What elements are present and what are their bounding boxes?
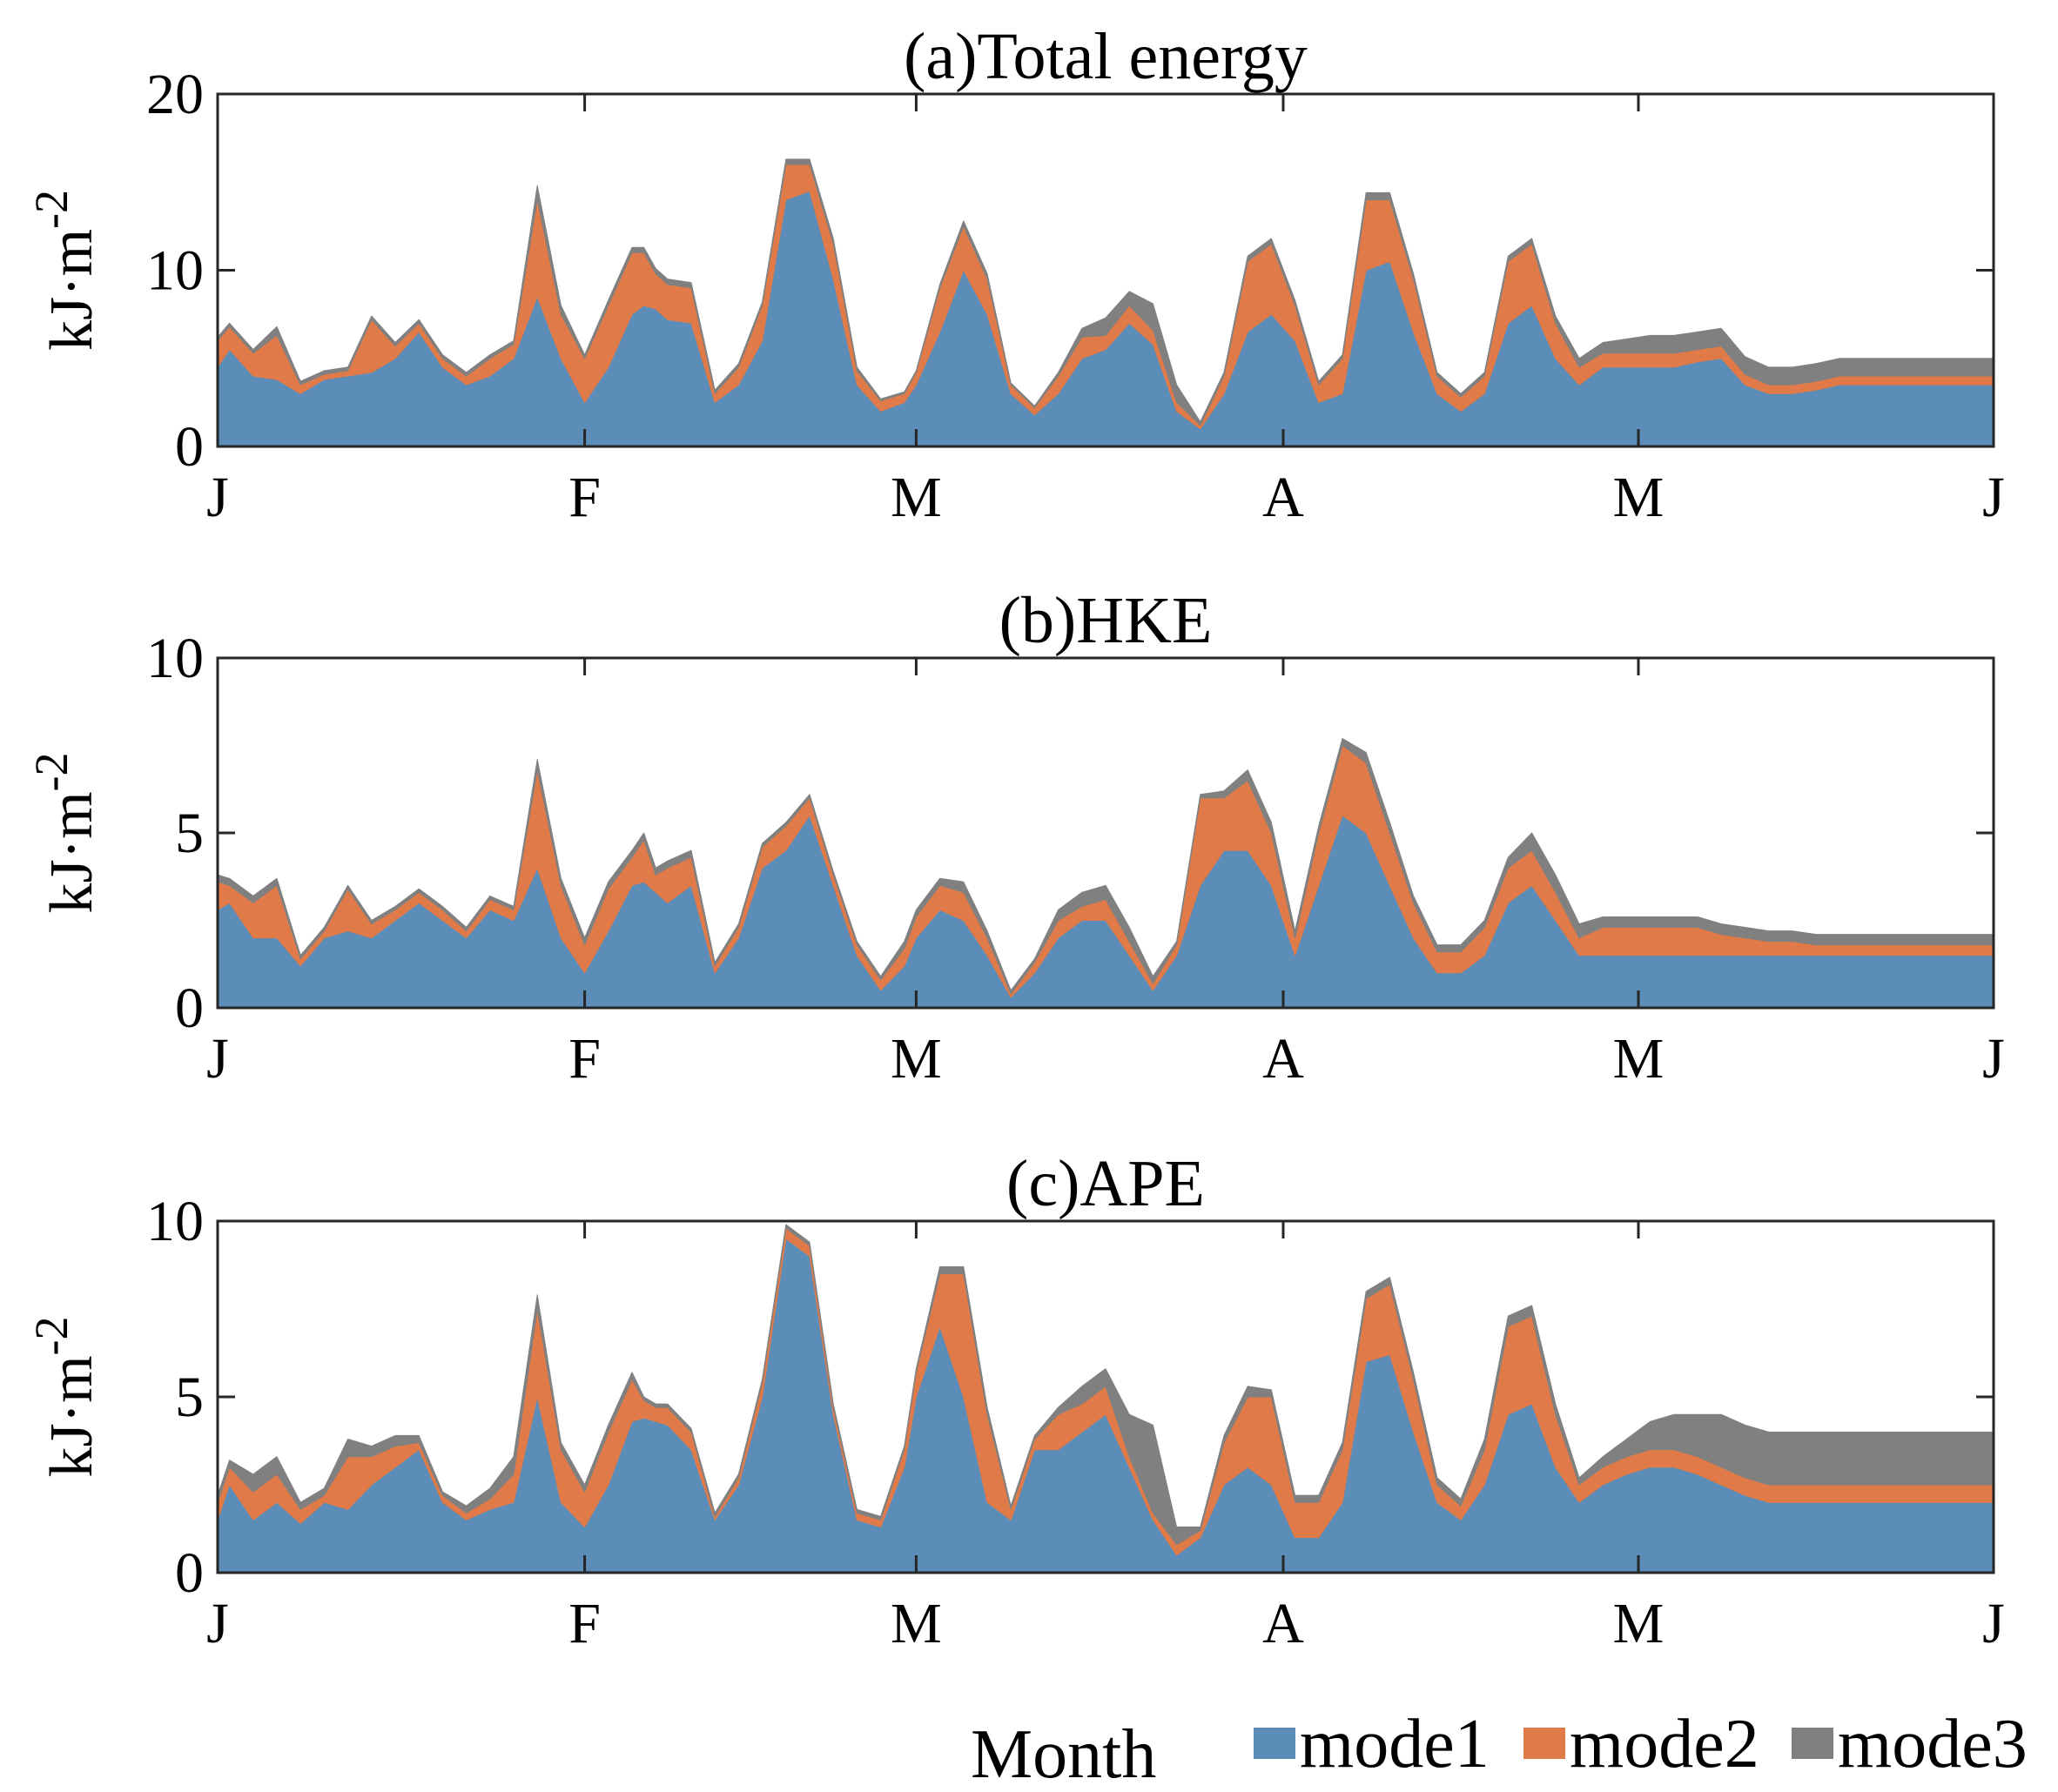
legend-label-mode2: mode2 bbox=[1570, 1706, 1759, 1782]
x-tick-label: J bbox=[1982, 1592, 2005, 1655]
x-tick-label: J bbox=[1982, 466, 2005, 529]
x-tick-label: M bbox=[1613, 1027, 1665, 1091]
y-tick-label: 20 bbox=[146, 63, 204, 126]
x-tick-label: F bbox=[568, 1027, 601, 1091]
y-tick-label: 5 bbox=[175, 1366, 204, 1429]
y-axis-label: kJ·m-2 bbox=[25, 753, 105, 914]
panel-1: 0 10 20 J F M A M J (a)Total energy kJ·m-2 bbox=[25, 20, 2005, 529]
y-tick-label: 10 bbox=[146, 1190, 204, 1253]
panel-2: 0 5 10 J F M A M J (b)HKE kJ·m-2 bbox=[25, 584, 2005, 1091]
legend-label-mode3: mode3 bbox=[1838, 1706, 2028, 1782]
x-tick-label: J bbox=[206, 1027, 229, 1091]
x-tick-label: J bbox=[206, 466, 229, 529]
x-tick-label: F bbox=[568, 466, 601, 529]
x-tick-label: J bbox=[1982, 1027, 2005, 1091]
legend-swatch-mode2 bbox=[1523, 1728, 1565, 1759]
y-axis-label: kJ·m-2 bbox=[25, 1317, 105, 1478]
legend-swatch-mode3 bbox=[1792, 1728, 1833, 1759]
x-axis-label: Month bbox=[971, 1716, 1156, 1792]
x-tick-label: A bbox=[1262, 1027, 1304, 1091]
legend-swatch-mode1 bbox=[1254, 1728, 1295, 1759]
area-group bbox=[218, 158, 1994, 446]
legend: mode1 mode2 mode3 bbox=[1254, 1706, 2028, 1782]
y-axis-label: kJ·m-2 bbox=[25, 190, 105, 351]
x-tick-label: M bbox=[891, 1027, 942, 1091]
panel-3: 0 5 10 J F M A M J (c)APE kJ·m-2 bbox=[25, 1147, 2005, 1655]
y-tick-label: 0 bbox=[175, 415, 204, 479]
x-tick-label: M bbox=[1613, 466, 1665, 529]
x-tick-label: M bbox=[891, 466, 942, 529]
legend-label-mode1: mode1 bbox=[1300, 1706, 1490, 1782]
area-group bbox=[218, 1224, 1994, 1573]
area-mode3 bbox=[218, 158, 1994, 426]
x-tick-label: J bbox=[206, 1592, 229, 1655]
area-mode3 bbox=[218, 1224, 1994, 1546]
area-group bbox=[218, 738, 1994, 1008]
x-tick-label: M bbox=[891, 1592, 942, 1655]
x-tick-label: M bbox=[1613, 1592, 1665, 1655]
x-tick-label: A bbox=[1262, 466, 1304, 529]
panel-title: (b)HKE bbox=[999, 584, 1213, 657]
panel-title: (c)APE bbox=[1006, 1147, 1205, 1220]
y-tick-label: 10 bbox=[146, 239, 204, 303]
y-tick-label: 0 bbox=[175, 1541, 204, 1605]
y-tick-label: 10 bbox=[146, 627, 204, 690]
x-tick-label: F bbox=[568, 1592, 601, 1655]
x-tick-label: A bbox=[1262, 1592, 1304, 1655]
panel-title: (a)Total energy bbox=[904, 20, 1308, 93]
area-mode3 bbox=[218, 738, 1994, 995]
y-tick-label: 0 bbox=[175, 977, 204, 1040]
y-tick-label: 5 bbox=[175, 802, 204, 865]
